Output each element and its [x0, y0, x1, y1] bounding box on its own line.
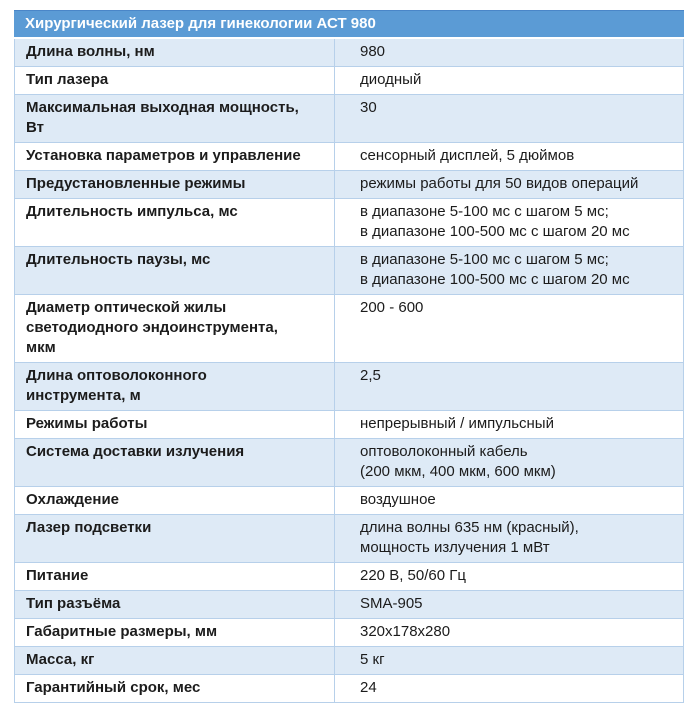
param-name: Система доставки излучения — [15, 439, 335, 486]
table-rows: Длина волны, нм 980 Тип лазера диодный Макси… — [14, 39, 684, 703]
table-row: Предустановленные режимы режимы работы дл… — [15, 170, 683, 198]
table-row: Тип лазера диодный — [15, 66, 683, 94]
param-value: в диапазоне 5-100 мс с шагом 5 мс; в диап… — [360, 203, 630, 240]
param-name: Тип разъёма — [15, 591, 335, 618]
table-row: Тип разъёма SMA-905 — [15, 590, 683, 618]
table-row: Длительность паузы, мс в диапазоне 5-100 … — [15, 246, 683, 294]
param-value: режимы работы для 50 видов операций — [360, 175, 639, 192]
spec-table: Хирургический лазер для гинекологии АСТ … — [14, 10, 684, 703]
param-name: Питание — [15, 563, 335, 590]
param-name: Охлаждение — [15, 487, 335, 514]
param-value: в диапазоне 5-100 мс с шагом 5 мс; в диап… — [360, 251, 630, 288]
param-name: Гарантийный срок, мес — [15, 675, 335, 702]
table-row: Питание 220 В, 50/60 Гц — [15, 562, 683, 590]
param-value: 5 кг — [360, 651, 385, 668]
param-name: Масса, кг — [15, 647, 335, 674]
table-row: Длительность импульса, мс в диапазоне 5-1… — [15, 198, 683, 246]
param-name: Тип лазера — [15, 67, 335, 94]
param-name: Лазер подсветки — [15, 515, 335, 562]
table-row: Лазер подсветки длина волны 635 нм (красн… — [15, 514, 683, 562]
param-name: Длина волны, нм — [15, 39, 335, 66]
param-value: оптоволоконный кабель (200 мкм, 400 мкм, … — [360, 443, 556, 480]
param-value: 30 — [360, 99, 377, 116]
param-value: SMA-905 — [360, 595, 423, 612]
table-row: Масса, кг 5 кг — [15, 646, 683, 674]
table-row: Габаритные размеры, мм 320x178x280 — [15, 618, 683, 646]
param-name: Установка параметров и управление — [15, 143, 335, 170]
table-row: Максимальная выходная мощность, Вт 30 — [15, 94, 683, 142]
param-name: Длительность паузы, мс — [15, 247, 335, 294]
param-name: Длительность импульса, мс — [15, 199, 335, 246]
param-name: Габаритные размеры, мм — [15, 619, 335, 646]
param-value: 980 — [360, 43, 386, 60]
table-row: Охлаждение воздушное — [15, 486, 683, 514]
table-row: Гарантийный срок, мес 24 — [15, 674, 683, 702]
param-name: Диаметр оптической жилы светодиодного эн… — [15, 295, 335, 362]
param-value: диодный — [360, 71, 422, 88]
param-name: Длина оптоволоконного инструмента, м — [15, 363, 335, 410]
param-name: Максимальная выходная мощность, Вт — [15, 95, 335, 142]
table-row: Длина волны, нм 980 — [15, 39, 683, 66]
table-row: Установка параметров и управление сенсорн… — [15, 142, 683, 170]
param-value: 24 — [360, 679, 377, 696]
table-row: Система доставки излучения оптоволоконный… — [15, 438, 683, 486]
param-value: 320x178x280 — [360, 623, 451, 640]
table-title: Хирургический лазер для гинекологии АСТ … — [14, 10, 684, 37]
param-value: непрерывный / импульсный — [360, 415, 554, 432]
param-value: 220 В, 50/60 Гц — [360, 567, 466, 584]
param-value: 2,5 — [360, 367, 381, 384]
table-row: Длина оптоволоконного инструмента, м 2,5 — [15, 362, 683, 410]
param-name: Режимы работы — [15, 411, 335, 438]
param-value: сенсорный дисплей, 5 дюймов — [360, 147, 575, 164]
param-value: воздушное — [360, 491, 436, 508]
table-row: Режимы работы непрерывный / импульсный — [15, 410, 683, 438]
param-value: длина волны 635 нм (красный), мощность из… — [360, 519, 579, 556]
param-value: 200 - 600 — [360, 299, 424, 316]
table-row: Диаметр оптической жилы светодиодного эн… — [15, 294, 683, 362]
param-name: Предустановленные режимы — [15, 171, 335, 198]
